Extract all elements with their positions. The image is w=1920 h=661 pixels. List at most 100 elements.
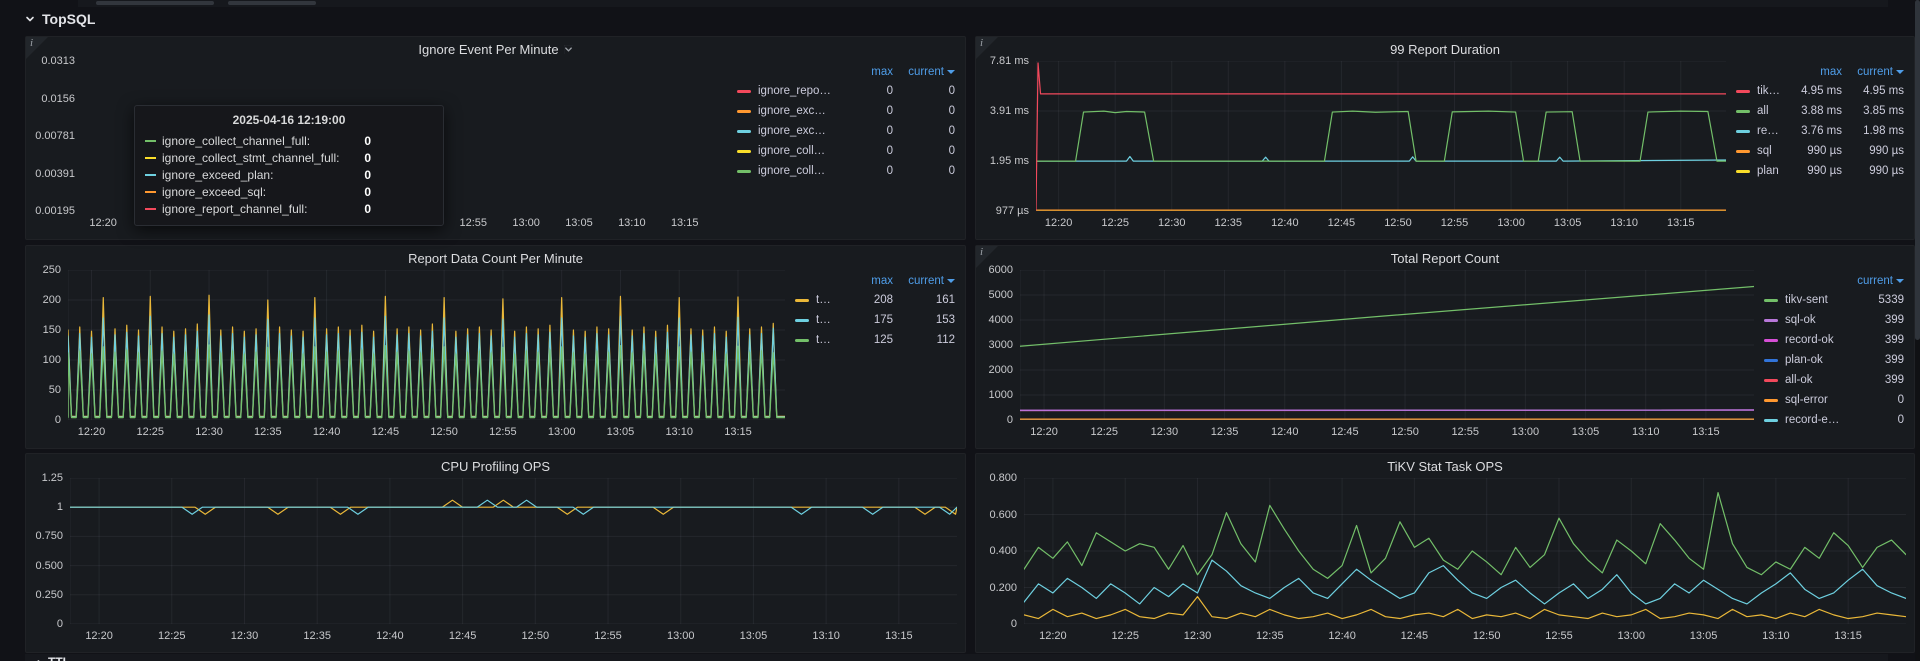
x-tick-label: 12:55 bbox=[489, 426, 517, 438]
y-tick-label: 2000 bbox=[988, 364, 1013, 376]
legend-row-plan[interactable]: plan 990 µs 990 µs bbox=[1736, 161, 1904, 181]
legend-row-record-ok[interactable]: record-ok 399 bbox=[1764, 330, 1904, 350]
legend-row-ignore_collect_stmt_channel_full[interactable]: ignore_collect_stmt_channel_full 0 0 bbox=[737, 141, 955, 161]
legend-sort-current[interactable]: current bbox=[1842, 66, 1904, 78]
legend-sort-max[interactable]: max bbox=[871, 275, 893, 287]
x-tick-label: 12:40 bbox=[1270, 426, 1299, 438]
x-tick-label: 12:55 bbox=[1545, 630, 1573, 642]
legend-sort-current[interactable]: current bbox=[893, 66, 955, 78]
tooltip-row: ignore_exceed_sql: 0 bbox=[145, 183, 433, 200]
legend-value: 0 bbox=[886, 145, 893, 157]
panel-title-text: Ignore Event Per Minute bbox=[418, 41, 559, 57]
x-tick-label: 13:05 bbox=[1689, 630, 1718, 642]
legend-row-tidb-sql[interactable]: tidb-sql 175 153 bbox=[795, 310, 955, 330]
series-cyan-task bbox=[1024, 560, 1906, 604]
panel-info-icon[interactable]: i bbox=[976, 37, 998, 59]
legend-row-record-error[interactable]: record-error 0 bbox=[1764, 410, 1904, 430]
legend-row-record[interactable]: record 3.76 ms 1.98 ms bbox=[1736, 121, 1904, 141]
legend-sort-max[interactable]: max bbox=[871, 66, 893, 78]
legend-row-tidb-record[interactable]: tidb-record 208 161 bbox=[795, 290, 955, 310]
panel-cpu-profiling-ops: CPU Profiling OPS 1.25 1 0.750 0.500 0.250 0 … bbox=[25, 453, 966, 653]
y-tick-label: 0.0313 bbox=[41, 55, 75, 67]
collapsed-row-clipped-ttl[interactable]: › TTL bbox=[25, 654, 1888, 661]
legend-row-sql-error[interactable]: sql-error 0 bbox=[1764, 390, 1904, 410]
series-all bbox=[1036, 111, 1726, 161]
panel-title[interactable]: TiKV Stat Task OPS bbox=[976, 454, 1914, 478]
tooltip-value: 0 bbox=[364, 150, 371, 165]
chart-canvas[interactable] bbox=[1024, 478, 1906, 624]
x-tick-label: 13:15 bbox=[1834, 630, 1862, 642]
x-tick-label: 13:15 bbox=[1666, 217, 1695, 229]
legend-row-plan-ok[interactable]: plan-ok 399 bbox=[1764, 350, 1904, 370]
legend-row-ignore_collect_channel_full[interactable]: ignore_collect_channel_full 0 0 bbox=[737, 161, 955, 181]
series-color-dash bbox=[1764, 358, 1778, 362]
legend-row-all[interactable]: all 3.88 ms 3.85 ms bbox=[1736, 101, 1904, 121]
x-tick-label: 12:30 bbox=[1157, 217, 1186, 229]
x-tick-label: 12:25 bbox=[1101, 217, 1129, 229]
legend-sort-current[interactable]: current bbox=[893, 275, 955, 287]
panel-title[interactable]: Report Data Count Per Minute bbox=[26, 246, 965, 270]
panel-title[interactable]: CPU Profiling OPS bbox=[26, 454, 965, 478]
sort-caret-icon bbox=[947, 278, 955, 283]
y-axis: 1.25 1 0.750 0.500 0.250 0 bbox=[32, 472, 70, 630]
x-tick-label: 12:55 bbox=[1451, 426, 1479, 438]
tooltip-value: 0 bbox=[364, 201, 371, 216]
clipped-text-placeholder bbox=[228, 1, 316, 5]
series-yellow-ops bbox=[70, 500, 957, 514]
panel-title[interactable]: Ignore Event Per Minute bbox=[26, 37, 965, 61]
tooltip-series-name: ignore_exceed_plan: bbox=[162, 167, 274, 182]
chart-tooltip: 2025-04-16 12:19:00 ignore_collect_chann… bbox=[134, 105, 444, 226]
panel-title[interactable]: Total Report Count bbox=[976, 246, 1914, 270]
legend-row-sql[interactable]: sql 990 µs 990 µs bbox=[1736, 141, 1904, 161]
panel-99-report-duration: i 99 Report Duration 7.81 ms 3.91 ms 1.95 … bbox=[975, 36, 1915, 240]
panel-info-icon[interactable]: i bbox=[976, 246, 998, 268]
legend-value: 990 µs bbox=[1869, 165, 1904, 177]
legend-row-tikv-record[interactable]: tikv-record 4.95 ms 4.95 ms bbox=[1736, 81, 1904, 101]
panel-title[interactable]: 99 Report Duration bbox=[976, 37, 1914, 61]
panel-total-report-count: i Total Report Count 6000 5000 4000 3000 200… bbox=[975, 245, 1915, 449]
legend-row-tikv-sent[interactable]: tikv-sent 5339 bbox=[1764, 290, 1904, 310]
legend-value: 0 bbox=[886, 125, 893, 137]
legend-row-sql-ok[interactable]: sql-ok 399 bbox=[1764, 310, 1904, 330]
legend-series-name: ignore_report_channel_full bbox=[758, 85, 831, 97]
y-tick-label: 0.800 bbox=[989, 472, 1017, 484]
legend-sort-max[interactable]: max bbox=[1820, 66, 1842, 78]
x-tick-label: 13:05 bbox=[565, 217, 593, 229]
y-tick-label: 100 bbox=[42, 354, 61, 366]
chart-canvas[interactable] bbox=[68, 270, 785, 420]
legend-value: 125 bbox=[873, 334, 893, 346]
series-color-dash bbox=[1764, 338, 1778, 342]
chart-canvas[interactable] bbox=[1036, 61, 1726, 211]
chart-canvas[interactable] bbox=[1020, 270, 1754, 420]
y-tick-label: 0.400 bbox=[989, 545, 1017, 557]
y-tick-label: 1.25 bbox=[41, 472, 63, 484]
panel-title-text: 99 Report Duration bbox=[1390, 41, 1500, 57]
legend-row-all-ok[interactable]: all-ok 399 bbox=[1764, 370, 1904, 390]
row-header-topsql[interactable]: TopSQL bbox=[25, 11, 95, 27]
legend-value: 0 bbox=[948, 165, 955, 177]
x-axis: 12:20 12:25 12:30 12:35 12:40 12:45 12:50 12:55… bbox=[70, 624, 957, 648]
x-tick-label: 12:35 bbox=[1256, 630, 1284, 642]
chart-canvas[interactable] bbox=[70, 478, 957, 624]
collapsed-row-clipped-top[interactable] bbox=[78, 0, 1888, 7]
legend-row-ignore_exceed_sql[interactable]: ignore_exceed_sql 0 0 bbox=[737, 101, 955, 121]
legend-sort-current[interactable]: current bbox=[1842, 275, 1904, 287]
series-color-dash bbox=[1736, 149, 1750, 153]
legend-row-ignore_exceed_plan[interactable]: ignore_exceed_plan 0 0 bbox=[737, 121, 955, 141]
x-axis: 12:20 12:25 12:30 12:35 12:40 12:45 12:50 12:55… bbox=[68, 420, 785, 444]
panel-info-icon[interactable]: i bbox=[26, 37, 48, 59]
scrollbar-track[interactable] bbox=[1915, 0, 1920, 661]
legend-row-ignore_report_channel_full[interactable]: ignore_report_channel_full 0 0 bbox=[737, 81, 955, 101]
legend-value: 4.95 ms bbox=[1863, 85, 1904, 97]
legend-value: 161 bbox=[935, 294, 955, 306]
x-tick-label: 13:00 bbox=[1497, 217, 1525, 229]
x-tick-label: 13:00 bbox=[1511, 426, 1540, 438]
x-tick-label: 12:45 bbox=[448, 630, 477, 642]
legend-row-tidb-plan[interactable]: tidb-plan 125 112 bbox=[795, 330, 955, 350]
chevron-down-icon bbox=[26, 16, 34, 22]
y-tick-label: 0.500 bbox=[35, 559, 63, 572]
legend-series-name: sql bbox=[1757, 145, 1772, 157]
y-axis: 7.81 ms 3.91 ms 1.95 ms 977 µs bbox=[982, 55, 1036, 217]
y-tick-label: 1 bbox=[56, 501, 63, 514]
scrollbar-thumb[interactable] bbox=[1915, 0, 1920, 340]
